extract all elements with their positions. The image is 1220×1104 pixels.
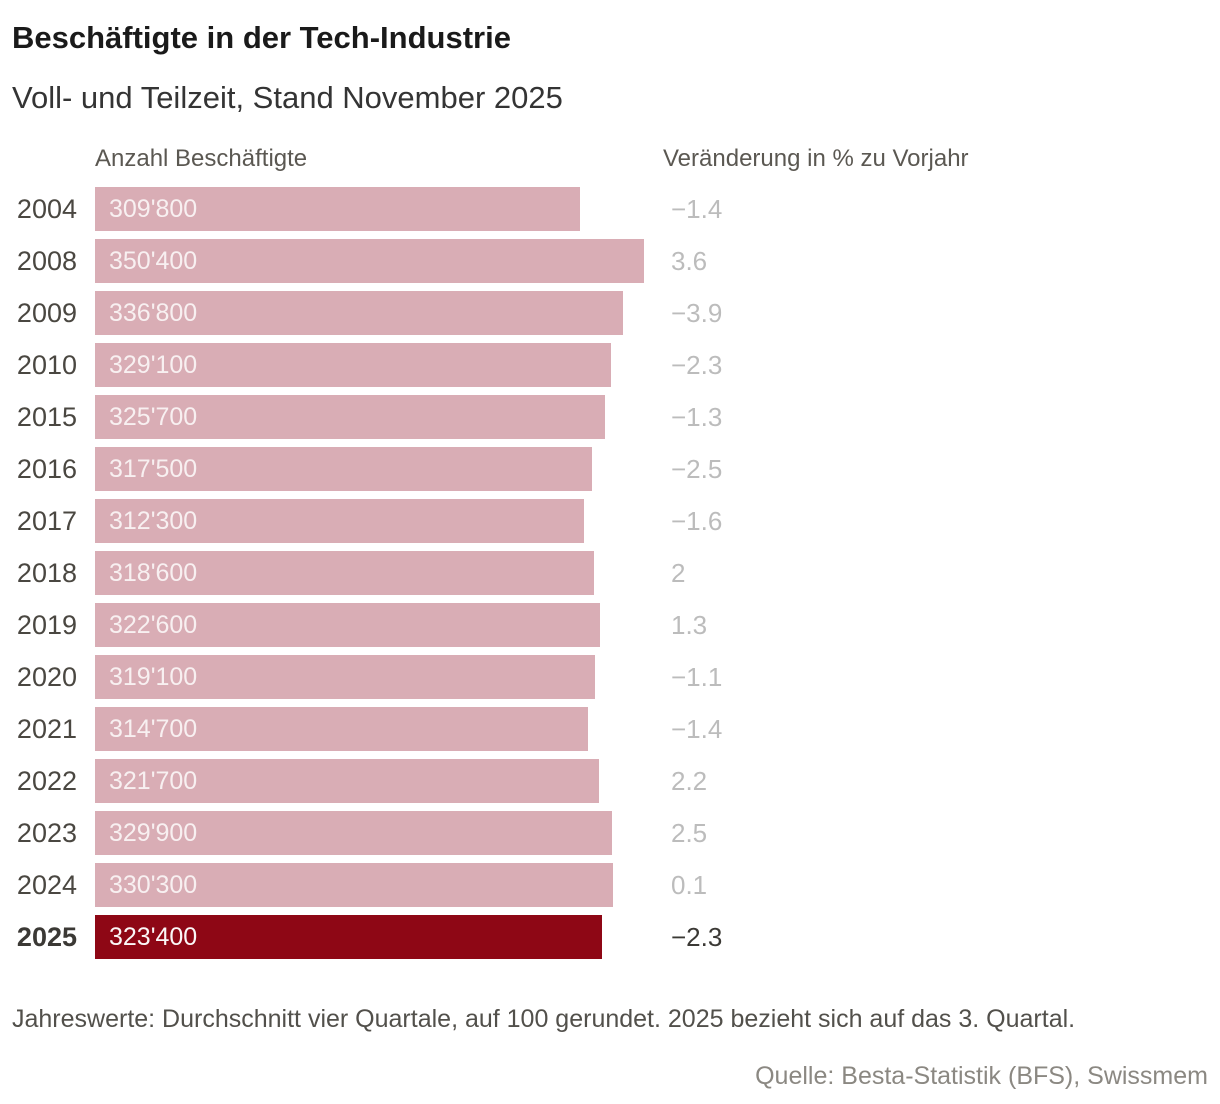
change-label: −1.1: [671, 661, 723, 692]
bar-value-label: 312'300: [109, 506, 198, 535]
year-label: 2023: [16, 817, 77, 848]
bar: 329'900: [95, 811, 612, 856]
change-label: 1.3: [671, 609, 708, 640]
year-label: 2022: [16, 765, 77, 796]
bar: 322'600: [95, 603, 600, 648]
bar: 336'800: [95, 291, 623, 336]
chart-row: 2023 329'900 2.5: [0, 807, 1220, 859]
bar: 317'500: [95, 447, 592, 492]
chart-row: 2004 309'800 −1.4: [0, 183, 1220, 235]
change-label: −2.3: [671, 349, 723, 380]
chart-row: 2020 319'100 −1.1: [0, 651, 1220, 703]
bar-chart: 2004 309'800 −1.4 2008 350'400 3.6 2009 …: [0, 183, 1220, 963]
chart-row: 2010 329'100 −2.3: [0, 339, 1220, 391]
footnote: Jahreswerte: Durchschnitt vier Quartale,…: [12, 1005, 1076, 1034]
column-header-count: Anzahl Beschäftigte: [95, 145, 308, 173]
year-label: 2018: [16, 557, 77, 588]
change-label: 2: [671, 557, 686, 588]
bar-value-label: 322'600: [109, 610, 198, 639]
bar: 318'600: [95, 551, 594, 596]
bar: 312'300: [95, 499, 584, 544]
chart-row: 2009 336'800 −3.9: [0, 287, 1220, 339]
year-label: 2024: [16, 869, 77, 900]
bar: 314'700: [95, 707, 588, 752]
chart-row: 2025 323'400 −2.3: [0, 911, 1220, 963]
year-label: 2010: [16, 349, 77, 380]
change-label: 0.1: [671, 869, 708, 900]
chart-row: 2018 318'600 2: [0, 547, 1220, 599]
bar-value-label: 323'400: [109, 922, 198, 951]
change-label: 2.2: [671, 765, 708, 796]
chart-row: 2016 317'500 −2.5: [0, 443, 1220, 495]
bar-value-label: 318'600: [109, 558, 198, 587]
bar: 323'400: [95, 915, 602, 960]
bar-value-label: 321'700: [109, 766, 198, 795]
bar: 329'100: [95, 343, 611, 388]
bar: 321'700: [95, 759, 599, 804]
year-label: 2025: [16, 921, 77, 952]
bar-value-label: 329'900: [109, 818, 198, 847]
chart-row: 2022 321'700 2.2: [0, 755, 1220, 807]
bar: 325'700: [95, 395, 605, 440]
change-label: −2.3: [671, 921, 723, 952]
year-label: 2004: [16, 193, 77, 224]
column-headers: Anzahl Beschäftigte Veränderung in % zu …: [0, 145, 1220, 173]
chart-subtitle: Voll- und Teilzeit, Stand November 2025: [12, 79, 563, 115]
bar: 330'300: [95, 863, 613, 908]
bar-value-label: 309'800: [109, 194, 198, 223]
bar-value-label: 336'800: [109, 298, 198, 327]
year-label: 2009: [16, 297, 77, 328]
bar: 319'100: [95, 655, 595, 700]
bar-value-label: 319'100: [109, 662, 198, 691]
year-label: 2021: [16, 713, 77, 744]
change-label: −1.4: [671, 713, 723, 744]
year-label: 2015: [16, 401, 77, 432]
change-label: −2.5: [671, 453, 723, 484]
bar-value-label: 329'100: [109, 350, 198, 379]
bar-value-label: 314'700: [109, 714, 198, 743]
source-credit: Quelle: Besta-Statistik (BFS), Swissmem: [755, 1062, 1208, 1091]
year-label: 2017: [16, 505, 77, 536]
bar-value-label: 330'300: [109, 870, 198, 899]
change-label: 3.6: [671, 245, 708, 276]
bar-value-label: 325'700: [109, 402, 198, 431]
bar: 309'800: [95, 187, 580, 232]
change-label: −1.4: [671, 193, 723, 224]
chart-row: 2024 330'300 0.1: [0, 859, 1220, 911]
chart-row: 2017 312'300 −1.6: [0, 495, 1220, 547]
change-label: −1.6: [671, 505, 723, 536]
chart-row: 2019 322'600 1.3: [0, 599, 1220, 651]
change-label: −1.3: [671, 401, 723, 432]
column-header-change: Veränderung in % zu Vorjahr: [663, 145, 969, 173]
bar-value-label: 317'500: [109, 454, 198, 483]
chart-title: Beschäftigte in der Tech-Industrie: [12, 20, 511, 55]
year-label: 2008: [16, 245, 77, 276]
change-label: −3.9: [671, 297, 723, 328]
change-label: 2.5: [671, 817, 708, 848]
chart-row: 2008 350'400 3.6: [0, 235, 1220, 287]
chart-row: 2021 314'700 −1.4: [0, 703, 1220, 755]
year-label: 2019: [16, 609, 77, 640]
chart-row: 2015 325'700 −1.3: [0, 391, 1220, 443]
year-label: 2020: [16, 661, 77, 692]
bar: 350'400: [95, 239, 644, 284]
year-label: 2016: [16, 453, 77, 484]
bar-value-label: 350'400: [109, 246, 198, 275]
